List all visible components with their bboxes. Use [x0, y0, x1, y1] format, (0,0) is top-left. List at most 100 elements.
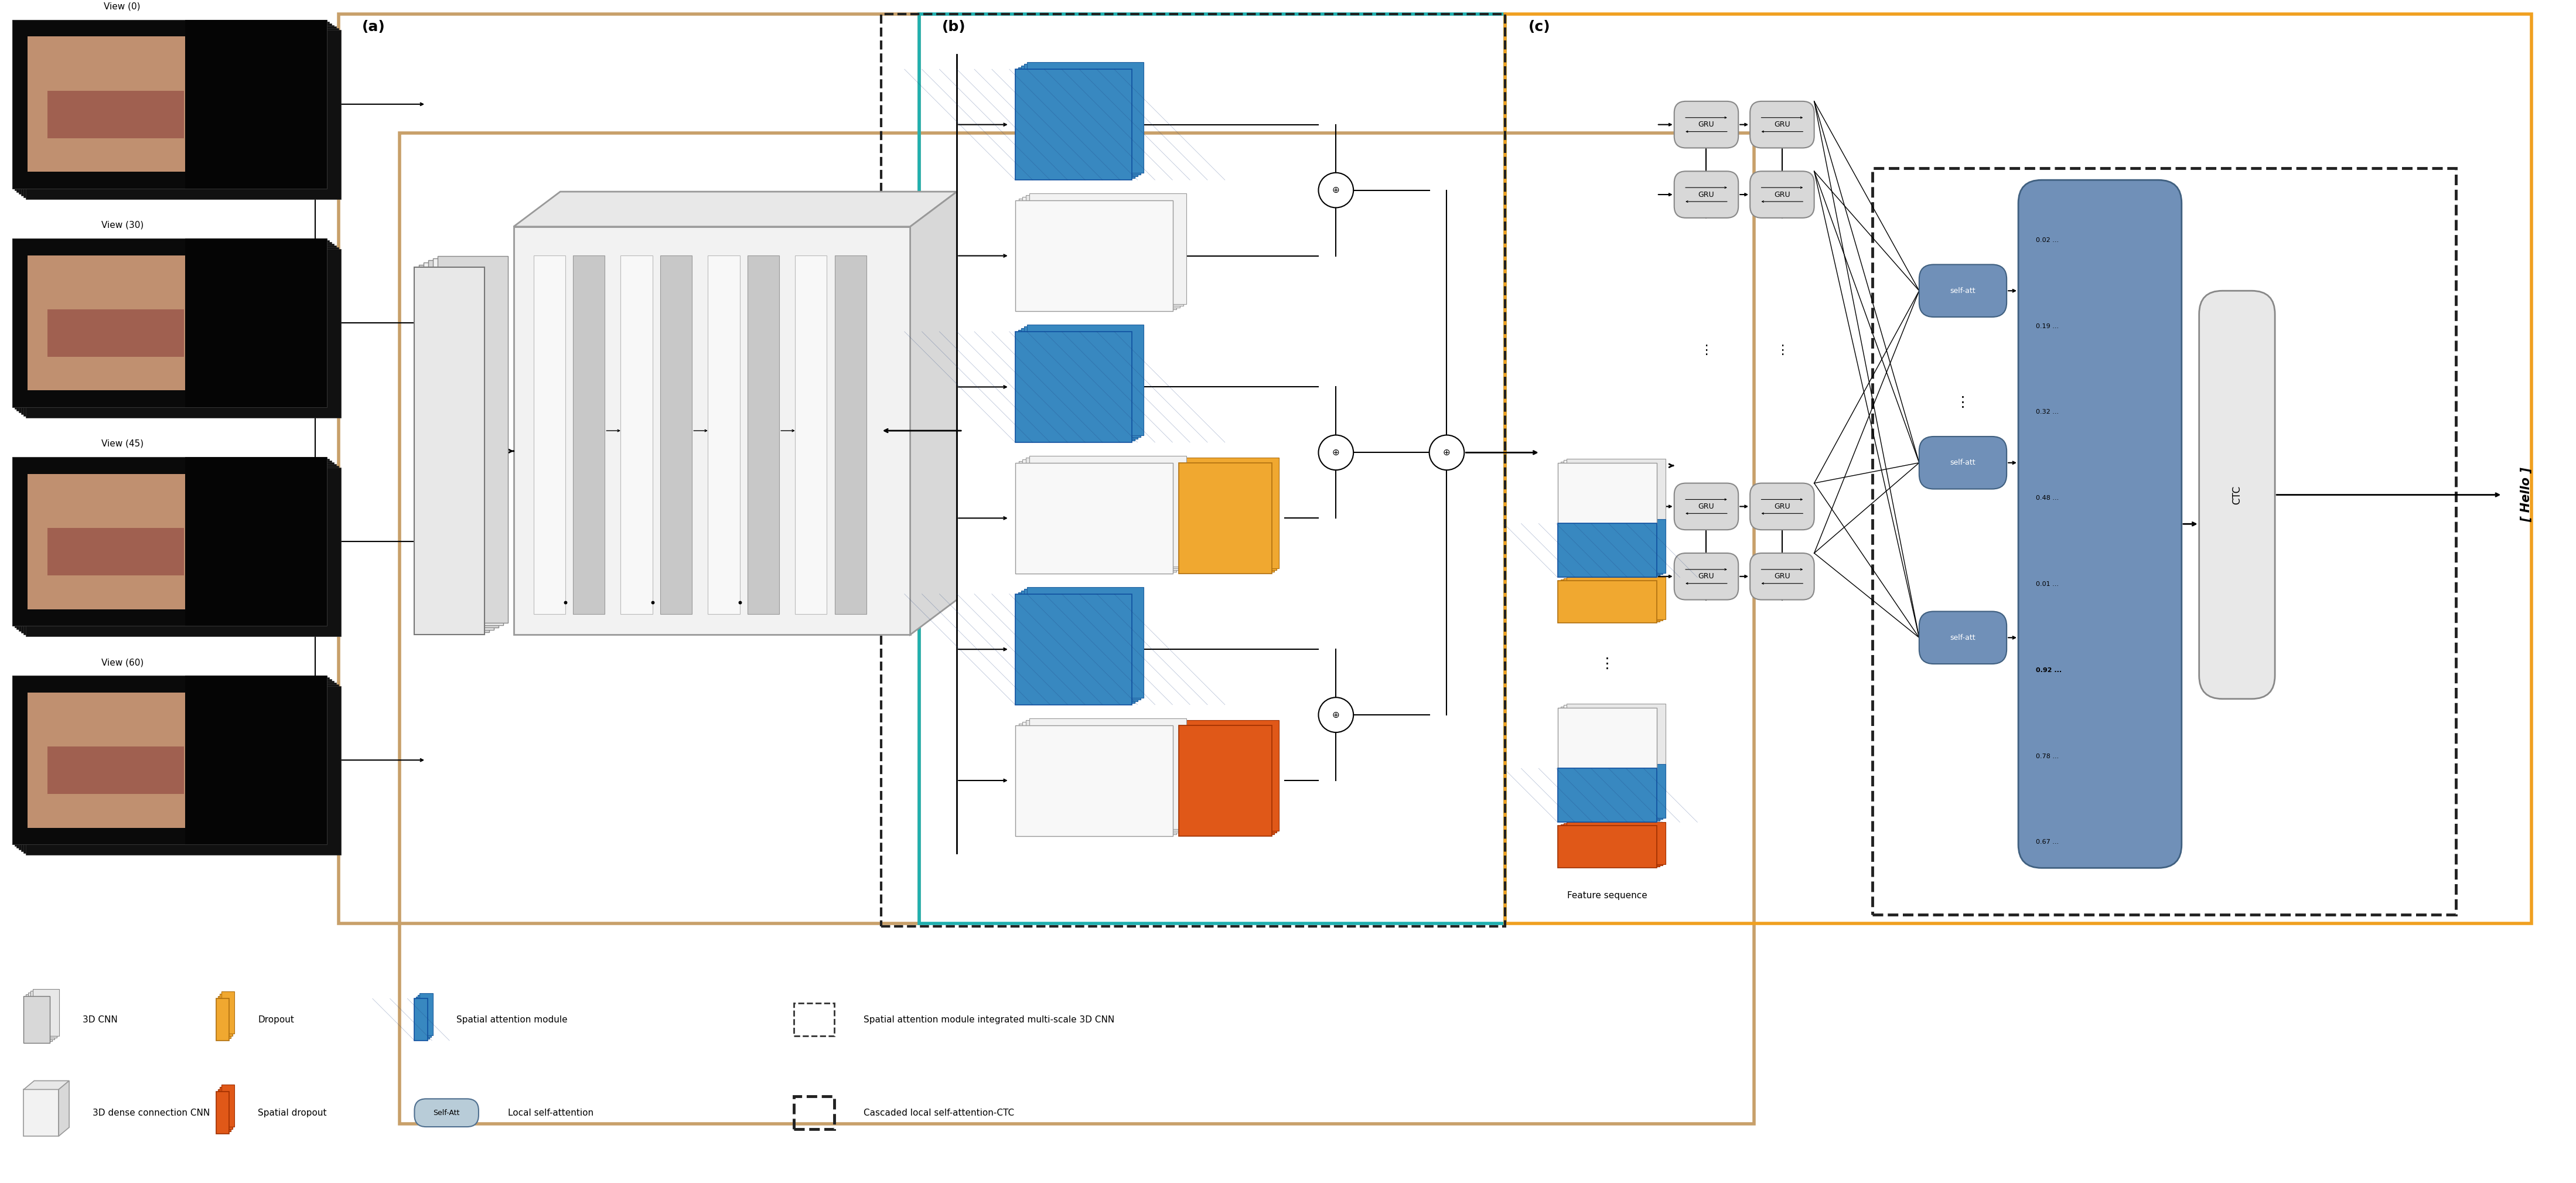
FancyBboxPatch shape	[13, 20, 327, 189]
FancyBboxPatch shape	[185, 238, 327, 407]
FancyBboxPatch shape	[1558, 524, 1656, 577]
Text: GRU: GRU	[1698, 573, 1716, 580]
FancyBboxPatch shape	[1020, 66, 1139, 176]
Text: ⊕: ⊕	[1443, 448, 1450, 457]
FancyBboxPatch shape	[1564, 460, 1662, 522]
FancyBboxPatch shape	[747, 256, 781, 614]
Text: Feature sequence: Feature sequence	[1566, 891, 1646, 900]
FancyBboxPatch shape	[433, 258, 502, 626]
FancyBboxPatch shape	[1182, 722, 1278, 833]
FancyBboxPatch shape	[1564, 521, 1662, 575]
Polygon shape	[909, 192, 956, 635]
Text: ⋮: ⋮	[1955, 395, 1971, 409]
FancyBboxPatch shape	[1561, 522, 1659, 576]
FancyBboxPatch shape	[415, 267, 484, 635]
FancyBboxPatch shape	[219, 994, 232, 1036]
FancyBboxPatch shape	[15, 240, 330, 409]
FancyBboxPatch shape	[33, 989, 59, 1036]
FancyBboxPatch shape	[23, 684, 337, 853]
FancyBboxPatch shape	[216, 998, 229, 1041]
FancyBboxPatch shape	[219, 1090, 232, 1131]
FancyBboxPatch shape	[1028, 587, 1144, 698]
Text: GRU: GRU	[1775, 573, 1790, 580]
FancyBboxPatch shape	[15, 24, 332, 192]
FancyBboxPatch shape	[1018, 723, 1177, 834]
FancyBboxPatch shape	[28, 37, 224, 172]
FancyBboxPatch shape	[2200, 291, 2275, 699]
FancyBboxPatch shape	[417, 995, 430, 1037]
Text: GRU: GRU	[1698, 190, 1716, 199]
FancyBboxPatch shape	[1558, 463, 1656, 525]
FancyBboxPatch shape	[1561, 580, 1659, 622]
FancyBboxPatch shape	[1564, 823, 1662, 866]
Text: Self-Att: Self-Att	[433, 1108, 459, 1117]
FancyBboxPatch shape	[15, 241, 332, 411]
Text: CTC: CTC	[2231, 485, 2241, 504]
FancyBboxPatch shape	[1558, 707, 1656, 770]
FancyBboxPatch shape	[1023, 722, 1180, 833]
FancyBboxPatch shape	[1020, 590, 1139, 702]
FancyBboxPatch shape	[1561, 825, 1659, 867]
FancyBboxPatch shape	[1177, 725, 1273, 836]
Text: View (60): View (60)	[100, 658, 144, 667]
Text: 0.48 ...: 0.48 ...	[2035, 496, 2058, 502]
FancyBboxPatch shape	[1023, 459, 1180, 570]
FancyBboxPatch shape	[1749, 554, 1814, 600]
FancyBboxPatch shape	[417, 997, 430, 1039]
FancyBboxPatch shape	[708, 256, 739, 614]
FancyBboxPatch shape	[438, 256, 507, 623]
Text: 0.92 ...: 0.92 ...	[2035, 667, 2061, 673]
FancyBboxPatch shape	[1564, 705, 1662, 767]
FancyBboxPatch shape	[219, 996, 232, 1039]
FancyBboxPatch shape	[28, 993, 54, 1040]
FancyBboxPatch shape	[28, 256, 224, 390]
FancyBboxPatch shape	[1566, 822, 1667, 865]
FancyBboxPatch shape	[1674, 483, 1739, 530]
FancyBboxPatch shape	[18, 25, 335, 194]
FancyBboxPatch shape	[428, 260, 497, 628]
Text: self-att: self-att	[1950, 634, 1976, 641]
FancyBboxPatch shape	[28, 474, 224, 609]
Text: 3D dense connection CNN: 3D dense connection CNN	[93, 1108, 209, 1117]
FancyBboxPatch shape	[26, 995, 52, 1041]
Text: ⋮: ⋮	[1775, 344, 1788, 356]
FancyBboxPatch shape	[1558, 769, 1656, 822]
FancyBboxPatch shape	[1030, 455, 1188, 567]
FancyBboxPatch shape	[533, 256, 564, 614]
FancyBboxPatch shape	[1018, 461, 1177, 571]
FancyBboxPatch shape	[1919, 265, 2007, 317]
FancyBboxPatch shape	[1028, 324, 1144, 435]
Text: GRU: GRU	[1775, 121, 1790, 129]
FancyBboxPatch shape	[1185, 458, 1278, 568]
FancyBboxPatch shape	[1674, 554, 1739, 600]
Text: Spatial attention module integrated multi-scale 3D CNN: Spatial attention module integrated mult…	[863, 1015, 1115, 1024]
FancyBboxPatch shape	[796, 256, 827, 614]
FancyBboxPatch shape	[1020, 328, 1139, 439]
Text: Spatial attention module: Spatial attention module	[456, 1015, 567, 1024]
FancyBboxPatch shape	[1566, 577, 1667, 620]
FancyBboxPatch shape	[1025, 195, 1182, 306]
FancyBboxPatch shape	[1023, 196, 1180, 308]
FancyBboxPatch shape	[1749, 483, 1814, 530]
FancyBboxPatch shape	[1018, 67, 1133, 179]
FancyBboxPatch shape	[46, 746, 183, 794]
Text: 0.19 ...: 0.19 ...	[2035, 323, 2058, 329]
FancyBboxPatch shape	[513, 227, 909, 635]
Text: 0.67 ...: 0.67 ...	[2035, 839, 2058, 845]
FancyBboxPatch shape	[1023, 589, 1141, 699]
FancyBboxPatch shape	[26, 686, 340, 855]
FancyBboxPatch shape	[1180, 461, 1275, 571]
FancyBboxPatch shape	[21, 464, 337, 633]
FancyBboxPatch shape	[26, 30, 340, 199]
FancyBboxPatch shape	[1015, 200, 1172, 311]
FancyBboxPatch shape	[2020, 180, 2182, 868]
FancyBboxPatch shape	[46, 91, 183, 138]
Text: [ Hello ]: [ Hello ]	[2519, 467, 2532, 522]
FancyBboxPatch shape	[26, 467, 340, 636]
FancyBboxPatch shape	[621, 256, 652, 614]
Text: 0.32 ...: 0.32 ...	[2035, 409, 2058, 415]
FancyBboxPatch shape	[1023, 64, 1141, 175]
FancyBboxPatch shape	[1561, 767, 1659, 821]
FancyBboxPatch shape	[21, 683, 337, 852]
FancyBboxPatch shape	[222, 991, 234, 1034]
